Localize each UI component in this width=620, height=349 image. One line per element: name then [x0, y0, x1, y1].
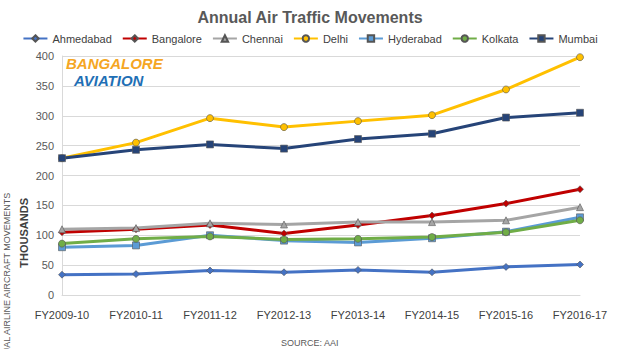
- svg-text:ANNUAL AIRLINE AIRCRAFT MOVEME: ANNUAL AIRLINE AIRCRAFT MOVEMENTS: [2, 193, 12, 349]
- svg-text:FY2009-10: FY2009-10: [35, 309, 89, 321]
- svg-text:300: 300: [36, 110, 54, 122]
- svg-text:50: 50: [42, 259, 54, 271]
- svg-text:250: 250: [36, 140, 54, 152]
- svg-text:Kolkata: Kolkata: [482, 33, 520, 45]
- svg-text:Hyderabad: Hyderabad: [388, 33, 442, 45]
- svg-text:Bangalore: Bangalore: [152, 33, 202, 45]
- svg-text:FY2014-15: FY2014-15: [405, 309, 459, 321]
- svg-text:150: 150: [36, 199, 54, 211]
- svg-text:THOUSANDS: THOUSANDS: [18, 198, 30, 268]
- svg-text:AVIATION: AVIATION: [74, 72, 144, 89]
- svg-text:0: 0: [48, 289, 54, 301]
- svg-text:Ahmedabad: Ahmedabad: [52, 33, 111, 45]
- svg-text:200: 200: [36, 170, 54, 182]
- svg-text:BANGALORE: BANGALORE: [66, 55, 164, 72]
- svg-text:Delhi: Delhi: [323, 33, 348, 45]
- svg-text:FY2016-17: FY2016-17: [553, 309, 607, 321]
- svg-text:SOURCE: AAI: SOURCE: AAI: [281, 338, 339, 348]
- svg-text:350: 350: [36, 80, 54, 92]
- svg-text:Annual Air Traffic Movements: Annual Air Traffic Movements: [197, 9, 422, 26]
- svg-text:Chennai: Chennai: [242, 33, 283, 45]
- svg-text:Mumbai: Mumbai: [558, 33, 597, 45]
- svg-text:FY2012-13: FY2012-13: [257, 309, 311, 321]
- svg-text:FY2013-14: FY2013-14: [331, 309, 385, 321]
- svg-text:FY2011-12: FY2011-12: [183, 309, 237, 321]
- svg-text:FY2015-16: FY2015-16: [479, 309, 533, 321]
- svg-text:100: 100: [36, 229, 54, 241]
- svg-text:FY2010-11: FY2010-11: [109, 309, 163, 321]
- svg-text:400: 400: [36, 50, 54, 62]
